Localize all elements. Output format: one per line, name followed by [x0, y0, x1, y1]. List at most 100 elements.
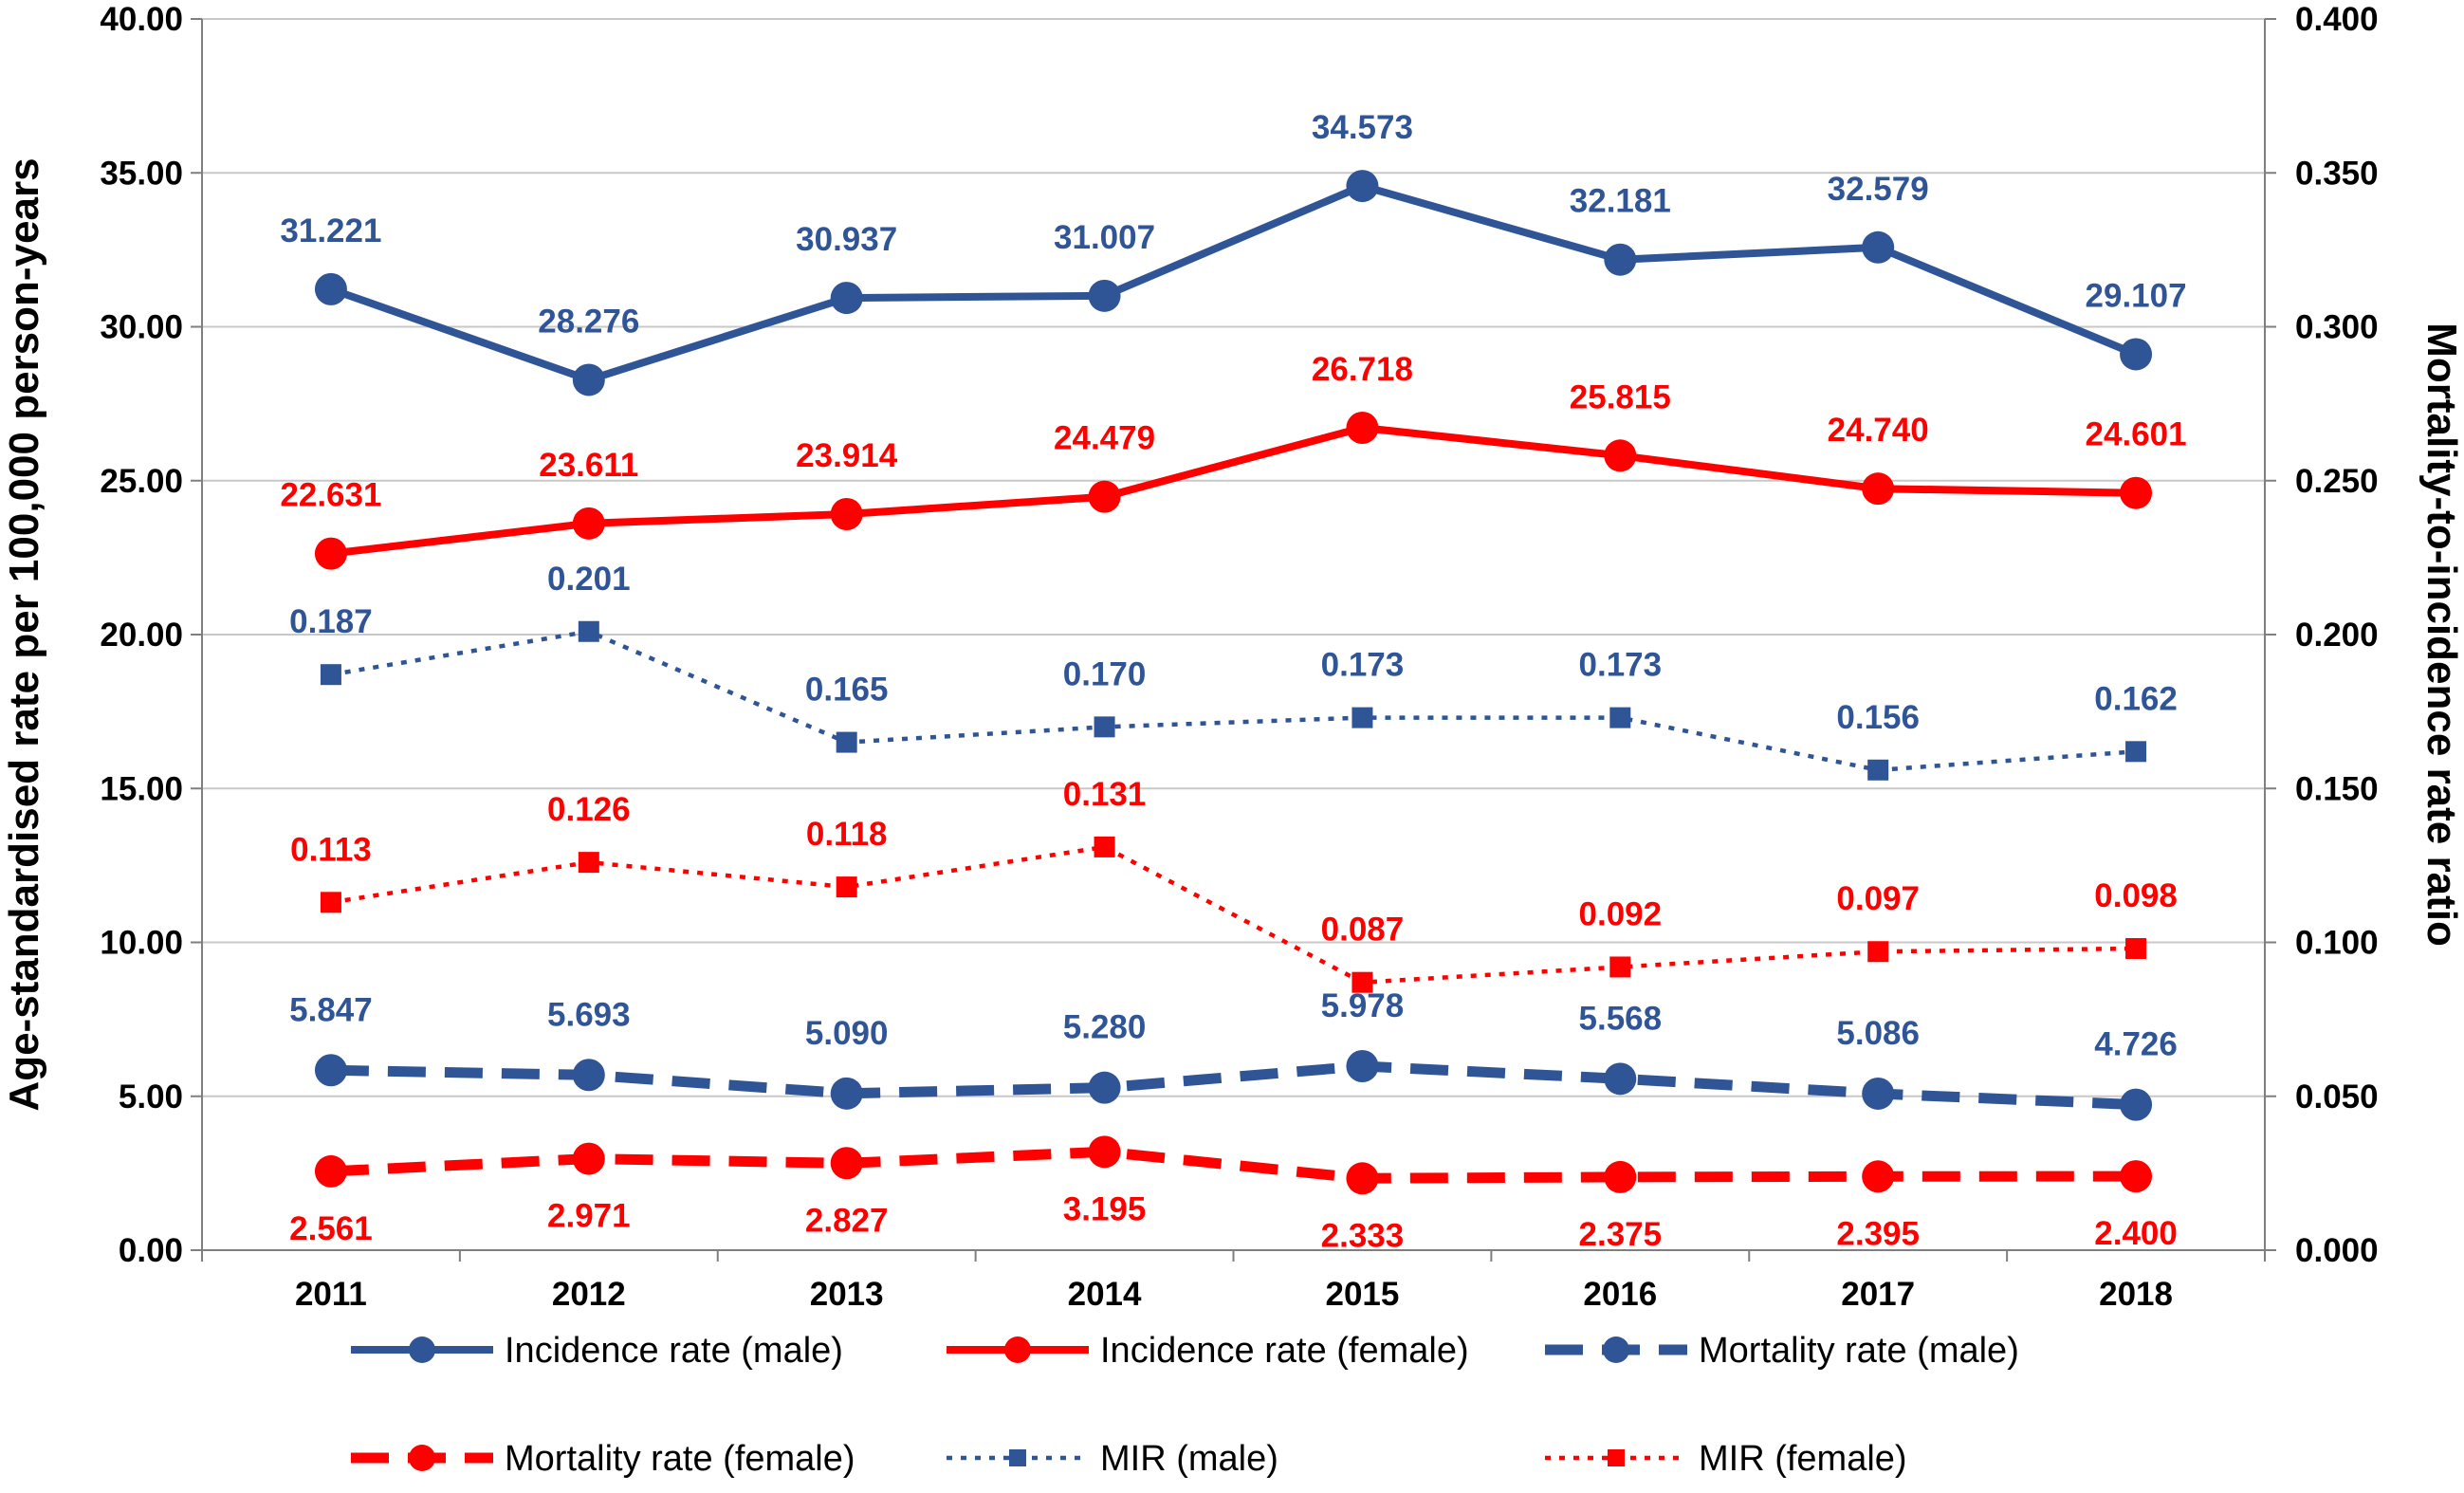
- data-point-marker: [1862, 1160, 1895, 1193]
- data-label: 0.162: [2094, 680, 2178, 717]
- data-point-marker: [1604, 1062, 1637, 1096]
- legend-marker: [409, 1445, 435, 1471]
- data-label: 5.280: [1063, 1009, 1147, 1046]
- data-label: 0.092: [1579, 895, 1663, 932]
- data-point-marker: [1094, 716, 1115, 738]
- data-point-marker: [572, 507, 605, 540]
- legend: Incidence rate (male) Incidence rate (fem…: [351, 1331, 2019, 1479]
- data-point-marker: [1609, 707, 1631, 728]
- data-point-marker: [2120, 1088, 2153, 1121]
- data-point-marker: [830, 1077, 863, 1110]
- right-tick-label: 0.200: [2295, 617, 2379, 654]
- data-label: 5.090: [805, 1015, 889, 1052]
- left-tick-label: 25.00: [100, 463, 183, 500]
- data-point-marker: [1346, 1050, 1379, 1083]
- data-label: 2.395: [1836, 1215, 1920, 1252]
- data-point-marker: [2120, 338, 2153, 371]
- data-label: 31.221: [280, 212, 381, 249]
- data-point-marker: [1088, 279, 1121, 312]
- data-point-marker: [1088, 1071, 1121, 1104]
- data-point-marker: [1867, 941, 1889, 963]
- data-label: 0.087: [1321, 912, 1405, 949]
- data-point-marker: [2125, 937, 2147, 959]
- data-point-marker: [572, 1059, 605, 1092]
- right-tick-label: 0.300: [2295, 309, 2379, 346]
- data-label: 25.815: [1570, 378, 1671, 415]
- data-labels: 31.221 28.276 30.937 31.007 34.573 32.181 32.5…: [280, 109, 2186, 1254]
- data-point-marker: [830, 497, 863, 530]
- left-tick-label: 35.00: [100, 155, 183, 192]
- data-label: 34.573: [1312, 109, 1413, 146]
- data-label: 32.579: [1828, 171, 1929, 208]
- left-tick-label: 40.00: [100, 1, 183, 38]
- data-point-marker: [1862, 230, 1895, 264]
- data-point-marker: [320, 664, 341, 686]
- legend-marker: [1608, 1449, 1625, 1466]
- data-point-marker: [1604, 243, 1637, 276]
- data-point-marker: [1862, 1077, 1895, 1110]
- data-point-marker: [1346, 170, 1379, 203]
- data-label: 31.007: [1054, 219, 1155, 256]
- legend-item: Incidence rate (female): [947, 1331, 1469, 1371]
- data-label: 24.740: [1828, 412, 1929, 449]
- legend-label: Incidence rate (male): [505, 1331, 843, 1371]
- data-point-marker: [572, 1142, 605, 1175]
- data-label: 5.568: [1579, 1000, 1663, 1037]
- data-point-marker: [314, 272, 347, 305]
- data-label: 0.173: [1579, 647, 1663, 684]
- data-label: 22.631: [280, 477, 381, 514]
- data-label: 5.693: [547, 996, 631, 1033]
- data-point-marker: [314, 537, 347, 570]
- data-label: 24.479: [1054, 420, 1155, 457]
- left-tick-label: 10.00: [100, 925, 183, 962]
- legend-item: MIR (male): [947, 1439, 1278, 1479]
- data-point-marker: [314, 1054, 347, 1087]
- data-point-marker: [1862, 472, 1895, 506]
- data-point-marker: [1352, 971, 1373, 993]
- right-tick-label: 0.250: [2295, 463, 2379, 500]
- x-tick-label: 2018: [2099, 1276, 2173, 1313]
- data-label: 5.086: [1836, 1015, 1920, 1052]
- data-point-marker: [1352, 707, 1373, 728]
- legend-label: MIR (female): [1699, 1439, 1907, 1479]
- data-point-marker: [1609, 956, 1631, 978]
- data-label: 23.914: [796, 437, 898, 474]
- data-label: 28.276: [538, 303, 639, 340]
- data-point-marker: [1604, 1160, 1637, 1193]
- legend-item: Incidence rate (male): [351, 1331, 843, 1371]
- data-point-marker: [578, 620, 599, 642]
- left-tick-label: 0.00: [119, 1232, 183, 1269]
- x-tick-label: 2017: [1841, 1276, 1915, 1313]
- data-label: 2.375: [1579, 1216, 1663, 1253]
- data-point-marker: [1346, 412, 1379, 445]
- data-label: 2.333: [1321, 1217, 1405, 1254]
- data-label: 0.201: [547, 561, 631, 598]
- data-point-marker: [836, 876, 857, 898]
- legend-item: Mortality rate (male): [1545, 1331, 2019, 1371]
- data-point-marker: [2120, 1160, 2153, 1193]
- left-tick-label: 5.00: [119, 1078, 183, 1115]
- data-label: 0.098: [2094, 877, 2178, 914]
- legend-marker: [409, 1336, 435, 1363]
- data-point-marker: [314, 1154, 347, 1188]
- data-label: 24.601: [2086, 416, 2187, 453]
- legend-item: Mortality rate (female): [351, 1439, 855, 1479]
- data-point-marker: [572, 363, 605, 396]
- legend-marker: [1009, 1449, 1026, 1466]
- data-label: 3.195: [1063, 1190, 1147, 1227]
- data-point-marker: [1604, 439, 1637, 472]
- data-label: 0.126: [547, 791, 631, 828]
- series-line: [329, 182, 2138, 384]
- data-label: 2.400: [2094, 1215, 2178, 1252]
- gridlines: [202, 18, 2265, 1097]
- series: [314, 170, 2153, 1195]
- right-tick-label: 0.400: [2295, 1, 2379, 38]
- right-tick-label: 0.350: [2295, 155, 2379, 192]
- data-label: 0.113: [290, 831, 372, 868]
- data-point-marker: [1346, 1162, 1379, 1195]
- data-label: 0.187: [289, 603, 373, 640]
- right-tick-label: 0.150: [2295, 770, 2379, 807]
- x-tick-label: 2014: [1068, 1276, 1142, 1313]
- series-line: [330, 424, 2137, 558]
- data-label: 0.097: [1836, 880, 1920, 917]
